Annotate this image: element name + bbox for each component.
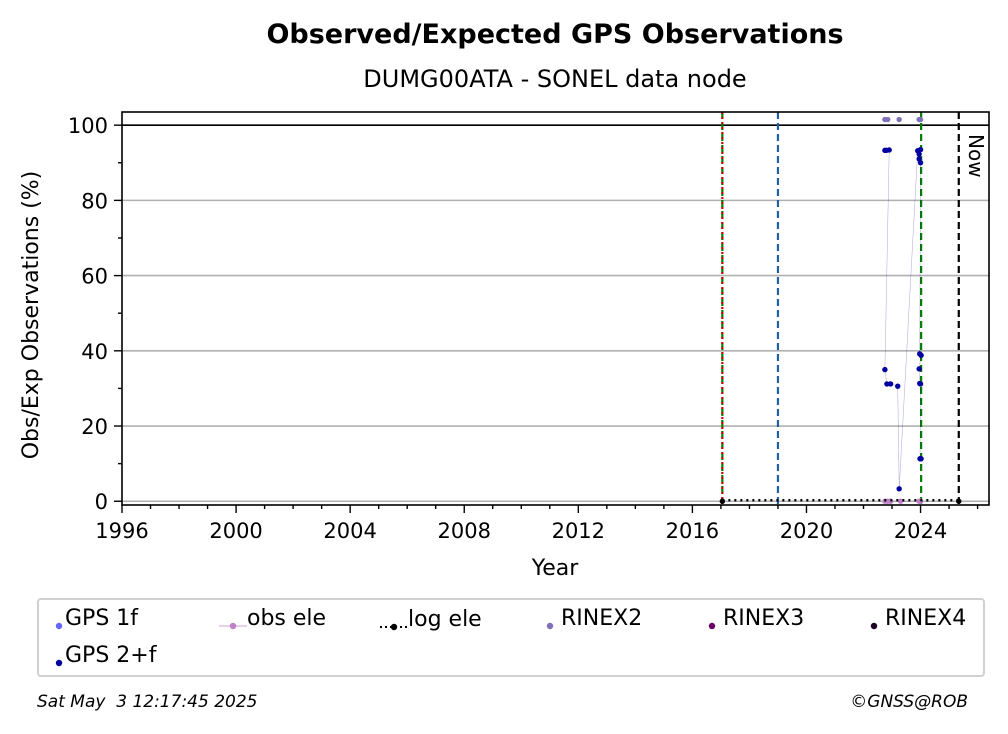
data-point-rinex2	[885, 116, 891, 123]
chart-subtitle: DUMG00ATA - SONEL data node	[363, 65, 746, 93]
data-point-log-ele	[719, 498, 726, 504]
legend-swatch-dot	[870, 622, 878, 630]
data-point-gps-2-f	[918, 352, 924, 359]
legend-swatch	[380, 623, 408, 631]
legend-swatch	[219, 622, 247, 630]
legend-label: GPS 1f	[65, 606, 139, 631]
x-tick-label: 2008	[438, 519, 491, 543]
y-tick-label: 60	[81, 265, 108, 289]
data-point-rinex2	[896, 116, 902, 123]
legend-swatch-dot	[708, 622, 716, 630]
legend-label: RINEX3	[723, 606, 805, 631]
legend-marker-dot-line	[219, 613, 247, 630]
legend-label: obs ele	[247, 606, 327, 631]
legend-swatch-dot	[546, 622, 554, 630]
data-point-gps-2-f	[916, 151, 922, 157]
x-tick-label: 2024	[894, 519, 947, 543]
legend-swatch-dot	[390, 623, 398, 631]
data-point-gps-2-f	[917, 146, 924, 153]
data-point-gps-2-f	[917, 381, 924, 387]
x-tick-label: 2020	[780, 519, 833, 543]
legend-label: RINEX2	[561, 606, 643, 631]
now-label: Now	[964, 134, 988, 178]
y-tick-label: 40	[81, 340, 108, 364]
legend-swatch-dot	[229, 622, 237, 630]
plot-frame	[121, 111, 990, 506]
legend-marker-dot	[539, 613, 561, 630]
legend-item-gps-1f: GPS 1f	[53, 606, 138, 632]
data-point-gps-2-f	[886, 147, 892, 153]
legend-swatch	[55, 622, 63, 630]
x-tick-label: 2004	[323, 519, 376, 543]
legend-item-rinex2: RINEX2	[539, 606, 642, 632]
legend-swatch	[546, 622, 554, 630]
legend-item-rinex4: RINEX4	[863, 606, 966, 632]
x-tick-label: 2000	[209, 519, 262, 543]
data-point-gps-2-f	[896, 486, 902, 492]
legend-label: log ele	[408, 607, 482, 632]
data-point-gps-2-f	[882, 366, 888, 373]
legend-label: GPS 2+f	[65, 643, 157, 668]
x-tick-label: 1996	[95, 519, 148, 543]
legend-swatch-dot	[55, 659, 63, 667]
data-point-log-ele	[956, 498, 962, 504]
legend-item-obs-ele: obs ele	[219, 606, 326, 632]
footer-credit: ©GNSS@ROB	[850, 692, 968, 712]
x-tick-label: 2016	[666, 519, 719, 543]
legend-swatch	[870, 622, 878, 630]
footer-timestamp: Sat May 3 12:17:45 2025	[37, 692, 258, 712]
data-point-gps-2-f	[916, 366, 922, 372]
legend-marker-dot-dotted-line	[380, 614, 408, 631]
data-point-gps-2-f	[917, 160, 924, 166]
data-point-gps-2-f	[887, 381, 894, 387]
y-tick-label: 100	[68, 114, 108, 138]
x-tick-label: 2012	[552, 519, 605, 543]
x-axis-label: Year	[531, 556, 580, 581]
y-axis-label: Obs/Exp Observations (%)	[19, 171, 44, 460]
legend-label: RINEX4	[885, 606, 967, 631]
legend-marker-dot	[53, 650, 65, 667]
data-point-gps-2-f	[918, 456, 924, 462]
legend-swatch-dot	[55, 622, 63, 630]
data-point-rinex2	[917, 116, 924, 123]
legend-item-gps-2f: GPS 2+f	[53, 643, 156, 669]
data-point-obs-ele	[897, 498, 904, 504]
legend-item-rinex3: RINEX3	[701, 606, 804, 632]
chart-legend: GPS 1f obs ele log ele RINEX2 RINEX3 RIN…	[37, 598, 985, 677]
data-point-gps-2-f	[884, 381, 890, 387]
legend-marker-dot	[863, 613, 885, 630]
legend-swatch	[55, 659, 63, 667]
legend-marker-dot	[53, 613, 65, 630]
legend-swatch	[708, 622, 716, 630]
legend-marker-dot	[701, 613, 723, 630]
y-tick-label: 20	[81, 415, 108, 439]
legend-item-log-ele: log ele	[380, 607, 482, 633]
y-tick-label: 80	[81, 189, 108, 213]
chart-title: Observed/Expected GPS Observations	[266, 19, 843, 50]
y-tick-label: 0	[95, 490, 108, 514]
data-point-gps-2-f	[895, 383, 901, 389]
